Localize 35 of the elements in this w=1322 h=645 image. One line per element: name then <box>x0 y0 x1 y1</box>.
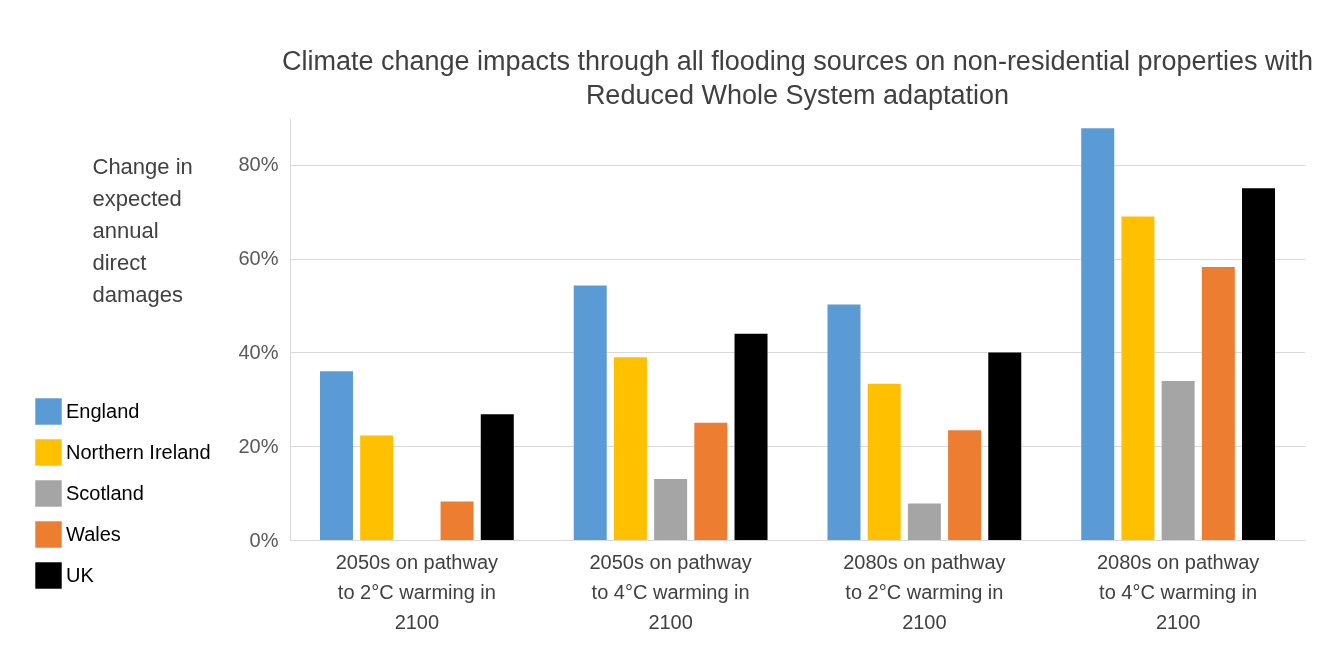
x-tick-label: 2050s on pathway to 4°C warming in 2100 <box>589 550 752 633</box>
y-tick-label: 20% <box>238 434 279 457</box>
legend-label: England <box>66 399 140 422</box>
bar <box>988 352 1022 540</box>
bar <box>948 430 982 540</box>
x-tick-label: 2080s on pathway to 2°C warming in 2100 <box>843 550 1006 633</box>
y-tick-label: 40% <box>238 340 279 363</box>
y-tick-label: 0% <box>249 528 279 551</box>
bar <box>1242 188 1276 540</box>
bar <box>734 333 768 540</box>
y-tick-label: 80% <box>238 153 279 176</box>
bar <box>1201 267 1235 540</box>
bar <box>867 383 901 540</box>
y-axis-title: Change in expected annual direct damages <box>92 153 193 307</box>
bar <box>360 435 394 540</box>
y-tick-label: 60% <box>238 247 279 270</box>
bar <box>573 285 607 540</box>
bar <box>654 479 688 540</box>
bar <box>480 414 514 540</box>
legend-label: Northern Ireland <box>66 440 211 463</box>
bar <box>1121 216 1155 540</box>
x-tick-label: 2080s on pathway to 4°C warming in 2100 <box>1096 550 1260 633</box>
bar <box>613 357 647 540</box>
bar <box>1081 128 1115 540</box>
legend-label: UK <box>66 563 95 586</box>
bar <box>319 371 353 540</box>
bar <box>440 501 474 540</box>
bar <box>694 422 728 540</box>
x-tick-label: 2050s on pathway to 2°C warming in 2100 <box>335 550 499 633</box>
bar <box>827 304 861 540</box>
legend-label: Wales <box>66 522 121 545</box>
chart-title: Climate change impacts through all flooding sources on non-residential properties with Reduced Whole System adaptation <box>281 46 1314 110</box>
legend-label: Scotland <box>66 481 144 504</box>
bar <box>1161 381 1195 540</box>
bar <box>907 503 941 540</box>
